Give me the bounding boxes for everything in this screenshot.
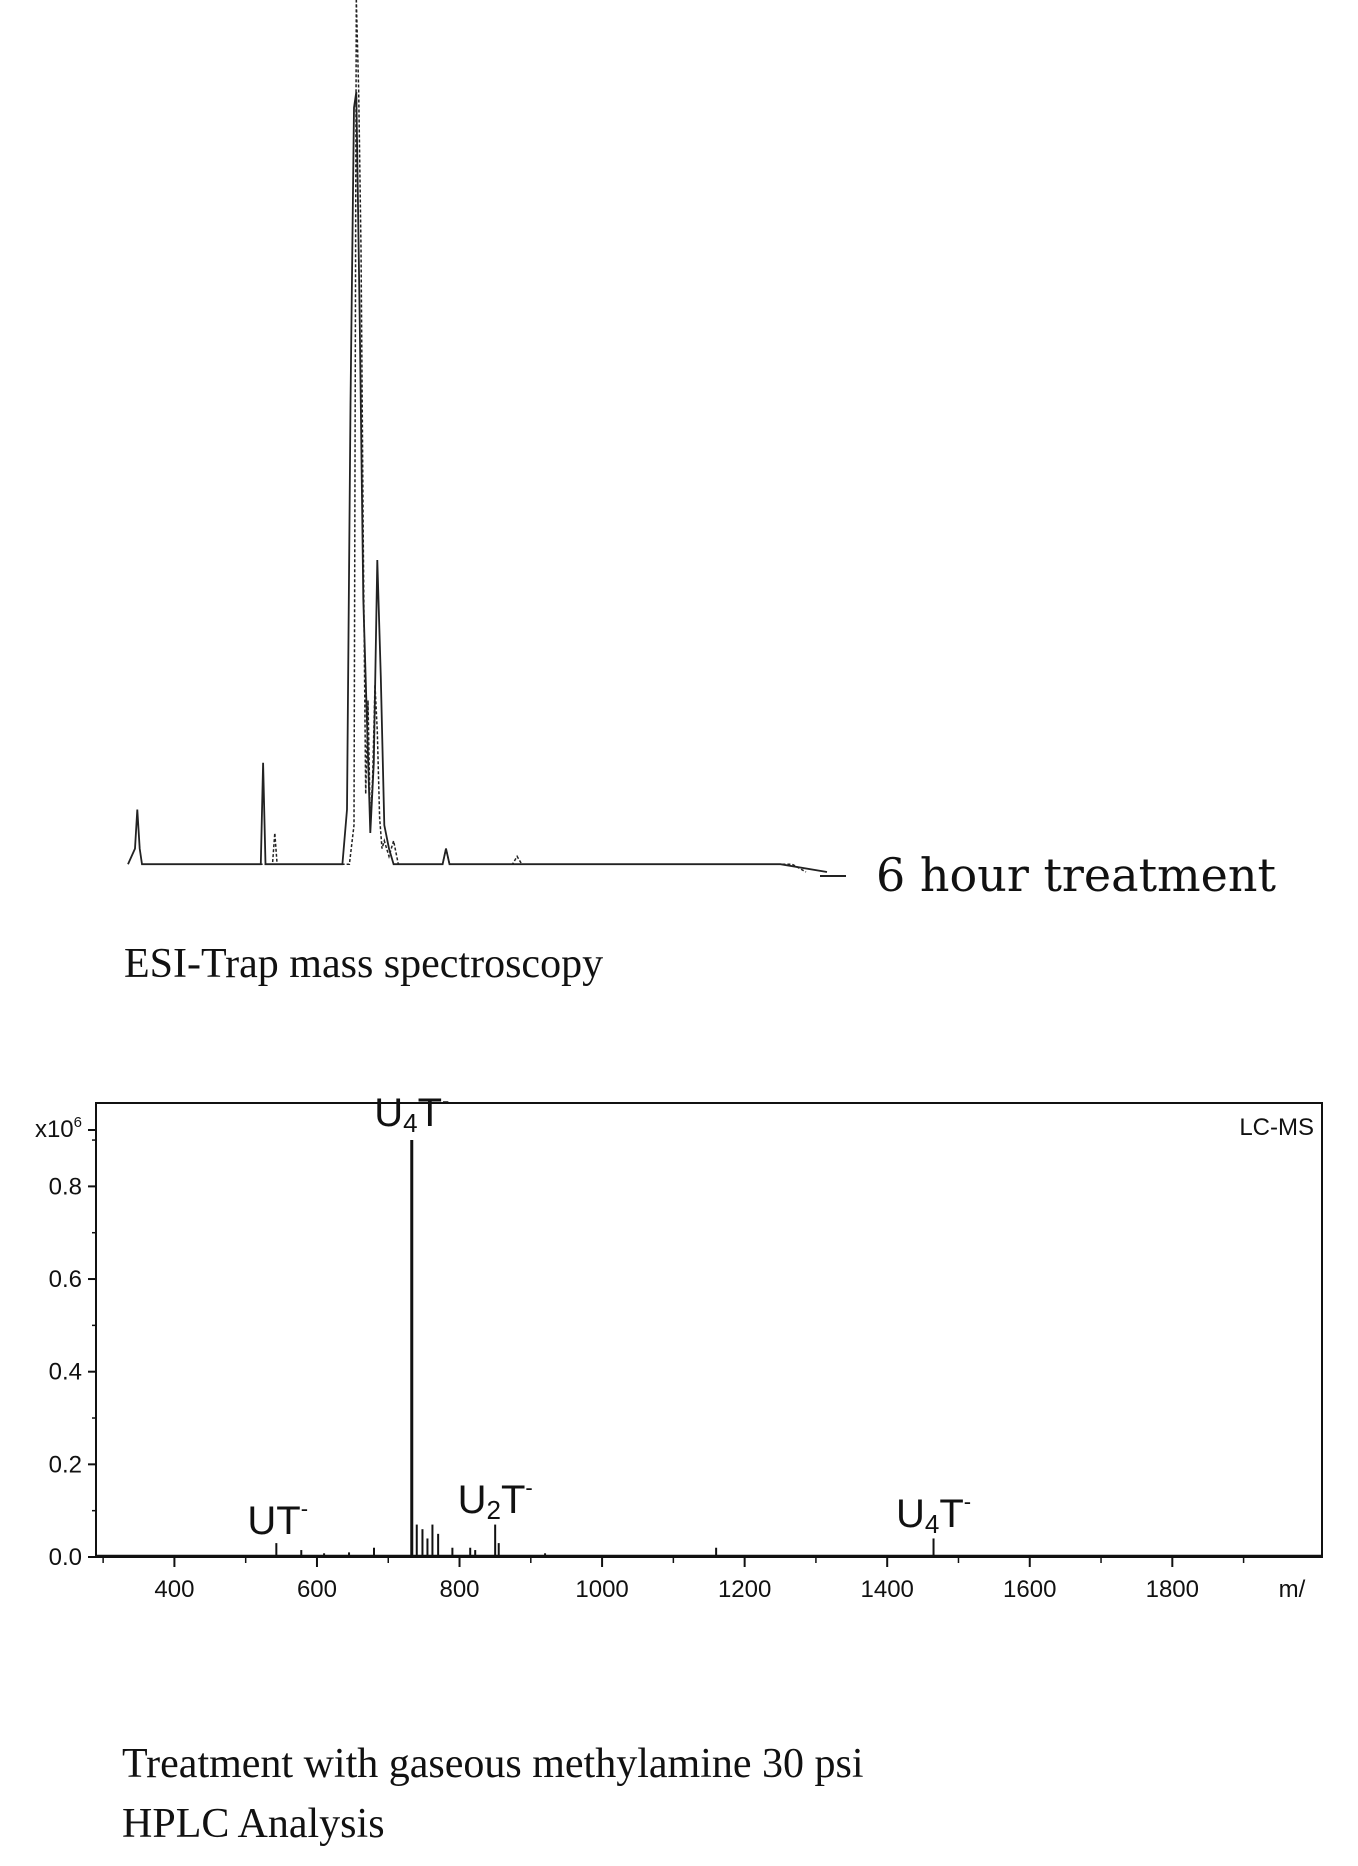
annotation-sup: - [964, 1489, 971, 1514]
bottom-caption-2: HPLC Analysis [122, 1800, 385, 1848]
y-tick-label: 0.2 [49, 1451, 82, 1478]
x-tick-label: 800 [439, 1576, 479, 1603]
x-tick-label: 1200 [718, 1576, 771, 1603]
y-tick-label: 0.4 [49, 1359, 82, 1386]
annotation-sup: - [525, 1475, 532, 1500]
annotation-base: U [896, 1492, 925, 1536]
x-axis-label: m/ [1279, 1576, 1306, 1603]
annotation-sub: 4 [925, 1509, 939, 1539]
y-tick-label: 0.6 [49, 1266, 82, 1293]
annotation-tail: T [501, 1478, 525, 1522]
y-scale-label: x106 [35, 1114, 82, 1143]
annotation-sup: - [301, 1496, 308, 1521]
annotation-tail: T [418, 1091, 442, 1135]
annotation-sub: 4 [403, 1108, 417, 1138]
x-tick-label: 1800 [1146, 1576, 1199, 1603]
annotation-sub: 2 [486, 1495, 500, 1525]
peak-annotation: U4T- [896, 1489, 971, 1539]
lc-ms-spectrum-chart: 0.0 0.2 0.4 0.6 0.8 x106 400 600 800 1000 1200 1400… [0, 0, 1358, 1700]
plot-frame [96, 1103, 1322, 1557]
x-tick-label: 600 [297, 1576, 337, 1603]
peak-annotation: U4T- [374, 1088, 449, 1138]
annotation-sup: - [442, 1088, 449, 1113]
annotation-base: U [458, 1478, 487, 1522]
x-tick-label: 1400 [861, 1576, 914, 1603]
x-tick-label: 400 [154, 1576, 194, 1603]
x-tick-label: 1600 [1003, 1576, 1056, 1603]
y-tick-label: 0.0 [49, 1544, 82, 1571]
x-tick-label: 1000 [575, 1576, 628, 1603]
y-tick-label: 0.8 [49, 1173, 82, 1200]
annotation-tail: T [939, 1492, 963, 1536]
y-scale-exponent: 6 [74, 1114, 82, 1131]
bottom-caption-1: Treatment with gaseous methylamine 30 ps… [122, 1740, 864, 1788]
instrument-label: LC-MS [1239, 1114, 1314, 1141]
peak-annotation: U2T- [458, 1475, 533, 1525]
annotation-base: UT [247, 1499, 300, 1543]
peak-annotation: UT- [247, 1496, 308, 1543]
annotation-base: U [374, 1091, 403, 1135]
